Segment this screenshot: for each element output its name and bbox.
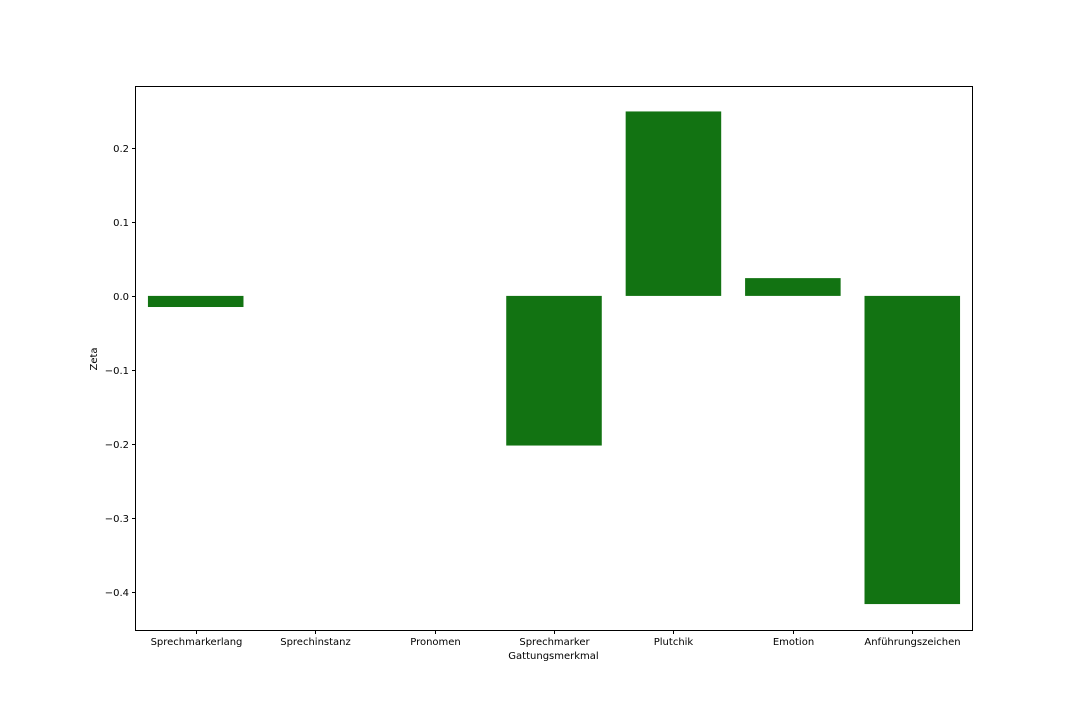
- x-axis: Sprechmarkerlang Sprechinstanz Pronomen Spr…: [151, 630, 961, 648]
- x-tick-label: Sprechmarkerlang: [151, 637, 243, 648]
- y-axis: 0.2 0.1 0.0 −0.1 −0.2 −0.3 −0.4: [105, 144, 136, 599]
- y-tick-label: −0.3: [105, 514, 129, 525]
- y-tick-label: 0.2: [113, 144, 129, 155]
- bar: [864, 295, 961, 605]
- x-tick-label: Plutchik: [654, 637, 694, 648]
- x-tick-label: Sprechinstanz: [280, 637, 351, 648]
- y-tick-label: −0.2: [105, 440, 129, 451]
- x-tick-label: Sprechmarker: [519, 637, 590, 648]
- x-tick-label: Anführungszeichen: [864, 637, 960, 648]
- y-tick-label: −0.1: [105, 366, 129, 377]
- bar: [147, 295, 244, 308]
- bar: [625, 111, 722, 296]
- bar: [745, 278, 841, 296]
- y-axis-title: Zeta: [89, 347, 100, 370]
- x-tick-label: Emotion: [773, 637, 814, 648]
- x-axis-title: Gattungsmerkmal: [508, 651, 598, 662]
- bars-layer: [147, 111, 961, 605]
- y-tick-label: 0.1: [113, 218, 129, 229]
- y-tick-label: −0.4: [105, 588, 129, 599]
- bar: [506, 295, 602, 446]
- y-tick-label: 0.0: [113, 292, 129, 303]
- x-tick-label: Pronomen: [410, 637, 461, 648]
